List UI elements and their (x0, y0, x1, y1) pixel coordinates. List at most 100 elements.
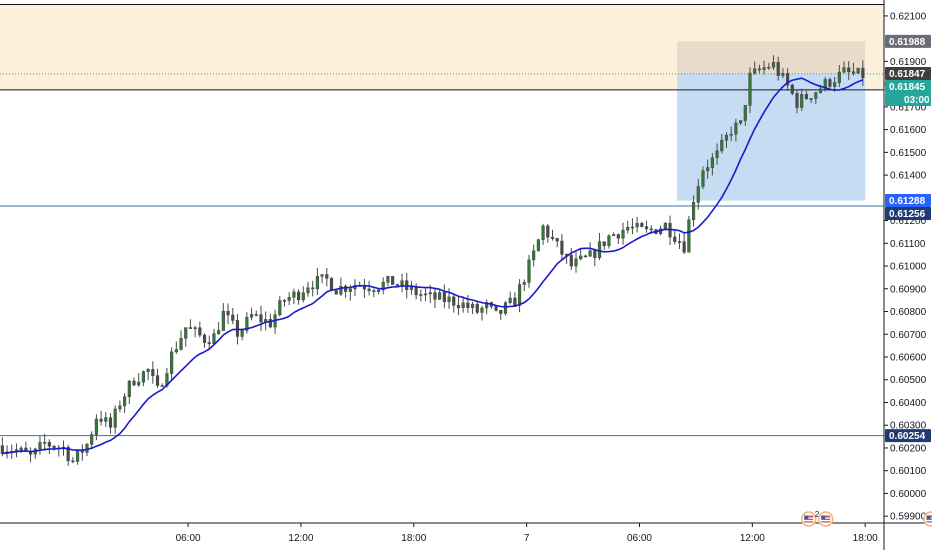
candle-body (640, 223, 644, 227)
candle-102 (480, 305, 484, 321)
candle-body (311, 287, 315, 290)
candle-body (555, 238, 559, 242)
candle-body (588, 250, 592, 257)
candle-101 (475, 300, 479, 315)
economic-events-layer[interactable]: 28 (801, 510, 932, 527)
candle-body (217, 330, 221, 334)
candle-105 (494, 306, 498, 312)
candle-body (522, 282, 526, 285)
candle-80 (376, 289, 381, 295)
price-tag-bg (885, 66, 931, 80)
event-icon-us[interactable]: 2 (801, 510, 820, 527)
candle-109 (513, 292, 517, 306)
candle-141 (663, 222, 667, 230)
candle-167 (786, 68, 790, 91)
candle-12 (57, 445, 61, 457)
candle-body (814, 92, 818, 99)
candle-173 (814, 91, 818, 105)
candle-body (649, 228, 653, 231)
candle-body (75, 450, 80, 462)
candle-155 (729, 126, 733, 142)
candle-body (325, 274, 329, 279)
candle-body (673, 236, 677, 242)
candle-58 (273, 309, 277, 335)
candle-body (376, 289, 381, 292)
candle-179 (842, 61, 846, 74)
candle-97 (456, 296, 461, 316)
x-tick-label: 18:00 (853, 533, 878, 544)
candle-body (804, 94, 809, 100)
candle-body (414, 286, 418, 296)
y-tick-label: 0.60900 (890, 284, 927, 295)
candle-body (682, 241, 686, 253)
candle-body (517, 284, 522, 306)
y-tick-label: 0.59900 (890, 512, 927, 523)
price-tag: 0.61847 (885, 66, 931, 80)
y-tick-label: 0.60800 (890, 307, 927, 318)
candle-160 (753, 61, 757, 75)
candle-118 (555, 237, 559, 248)
candle-27 (127, 380, 131, 405)
candle-54 (254, 310, 258, 317)
moving-average-layer (2, 77, 864, 455)
candle-1 (5, 445, 9, 459)
candle-78 (367, 280, 371, 296)
position-tool[interactable] (677, 41, 866, 201)
candle-29 (137, 373, 141, 387)
candle-60 (282, 298, 287, 307)
candle-body (344, 285, 348, 292)
y-tick-label: 0.61900 (890, 57, 927, 68)
candle-53 (249, 307, 254, 321)
candle-body (151, 369, 155, 376)
price-tag-label: 0.61847 (889, 69, 926, 80)
candle-68 (320, 274, 324, 284)
candle-body (724, 134, 729, 141)
y-tick-label: 0.62100 (890, 11, 927, 22)
candle-body (748, 72, 752, 106)
candle-114 (536, 238, 540, 252)
flag-stripe (804, 520, 814, 522)
candle-59 (278, 296, 282, 317)
candle-170 (800, 88, 804, 112)
candle-body (532, 250, 536, 261)
candle-body (433, 292, 437, 300)
candle-body (391, 276, 395, 285)
candle-45 (212, 329, 216, 345)
candle-body (202, 334, 207, 343)
candle-body (503, 302, 508, 314)
price-tag: 03:00 (885, 92, 931, 106)
candle-131 (616, 233, 620, 244)
candle-body (362, 285, 367, 290)
price-lines-layer (0, 73, 884, 437)
candle-body (395, 284, 399, 286)
candle-81 (381, 277, 385, 295)
y-tick-label: 0.60300 (890, 421, 927, 432)
event-icon-us[interactable] (817, 511, 834, 527)
candle-body (306, 287, 310, 294)
y-tick-label: 0.60700 (890, 330, 927, 341)
candle-115 (541, 223, 545, 245)
candle-body (423, 293, 428, 296)
flag-canton (926, 515, 931, 519)
candle-body (729, 133, 733, 136)
candle-body (861, 67, 865, 78)
candle-178 (837, 65, 841, 88)
candle-10 (47, 439, 51, 454)
candle-body (348, 288, 352, 292)
take-profit-area[interactable] (677, 73, 866, 201)
stop-loss-area[interactable] (677, 41, 866, 74)
candle-71 (334, 289, 338, 295)
candle-165 (776, 56, 780, 81)
candle-body (842, 67, 846, 73)
y-tick-label: 0.61000 (890, 262, 927, 273)
candle-body (546, 225, 550, 238)
price-tag: 0.61288 (885, 194, 931, 208)
event-icon-us[interactable] (923, 511, 932, 527)
candle-body (193, 327, 197, 329)
candle-body (329, 278, 334, 291)
x-tick-label: 12:00 (740, 533, 765, 544)
candle-body (108, 417, 113, 428)
candle-body (240, 330, 244, 337)
x-tick-label: 18:00 (401, 533, 426, 544)
